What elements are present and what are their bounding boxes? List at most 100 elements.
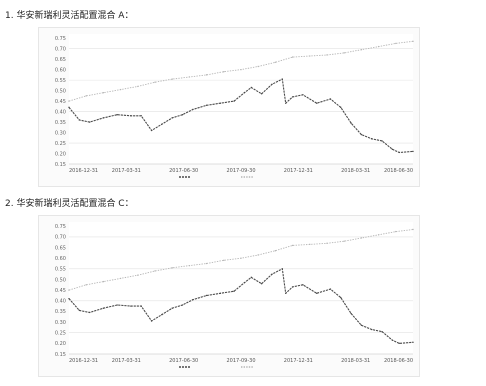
x-tick-label: 2017-12-31 — [284, 358, 313, 364]
y-tick-label: 0.35 — [55, 309, 66, 315]
data-point — [150, 320, 153, 322]
data-point — [250, 276, 253, 279]
data-point — [281, 268, 283, 270]
data-point — [137, 274, 139, 276]
data-point — [291, 244, 294, 247]
data-point — [171, 307, 173, 309]
data-point — [371, 138, 373, 140]
data-point — [343, 240, 345, 242]
y-tick-label: 0.20 — [55, 151, 66, 157]
data-point — [274, 61, 277, 64]
data-point — [274, 250, 277, 252]
chart-svg: 0.75 0.70 0.65 0.60 0.55 0.50 0.45 0.40 0.35 0.30… — [55, 34, 414, 178]
x-tick-label: 2016-12-31 — [69, 358, 98, 364]
data-point — [243, 92, 246, 94]
data-point — [102, 92, 105, 94]
data-point — [291, 286, 294, 288]
data-point — [281, 78, 283, 80]
data-point — [233, 290, 235, 292]
y-tick-label: 0.55 — [55, 78, 66, 84]
data-point — [102, 117, 105, 119]
y-tick-label: 0.30 — [55, 130, 66, 136]
data-point — [223, 71, 225, 73]
y-tick-label: 0.75 — [55, 36, 66, 42]
data-point — [130, 305, 132, 307]
data-point — [381, 140, 383, 142]
data-point — [205, 262, 208, 265]
data-point — [360, 49, 363, 51]
data-point — [171, 267, 173, 269]
x-tick-label: 2017-12-31 — [284, 168, 313, 174]
data-point — [119, 277, 122, 280]
data-point — [205, 294, 208, 297]
data-point — [219, 102, 222, 104]
data-point — [219, 292, 222, 295]
data-point — [371, 328, 373, 331]
data-point — [309, 55, 311, 57]
data-point — [309, 243, 311, 246]
data-point — [171, 117, 173, 119]
y-tick-label: 0.30 — [55, 320, 66, 326]
data-point — [360, 237, 363, 239]
chart-heading-2: 2. 华安新瑞利灵活配置混合 C： — [5, 199, 134, 209]
data-point — [250, 86, 253, 89]
data-point — [343, 52, 345, 54]
plot-area — [69, 34, 413, 164]
data-point — [395, 230, 397, 233]
data-point — [140, 115, 142, 117]
data-point — [302, 94, 304, 96]
data-point — [381, 330, 383, 333]
data-point — [116, 304, 118, 306]
data-point — [88, 311, 91, 314]
y-tick-label: 0.25 — [55, 141, 66, 147]
data-point — [271, 273, 273, 275]
y-tick-label: 0.15 — [55, 162, 66, 168]
y-tick-label: 0.45 — [55, 99, 66, 105]
data-point — [240, 257, 242, 259]
data-point — [233, 100, 235, 102]
data-point — [154, 270, 156, 272]
data-point — [181, 304, 184, 306]
data-point — [257, 254, 259, 256]
data-point — [329, 98, 332, 100]
data-point — [350, 312, 352, 315]
y-tick-label: 0.50 — [55, 277, 66, 283]
y-tick-label: 0.75 — [55, 224, 66, 230]
x-tick-label: 2017-03-31 — [112, 168, 141, 174]
data-point — [140, 305, 142, 307]
x-tick-label: 2018-03-31 — [341, 168, 370, 174]
data-point — [130, 115, 132, 117]
nav-chart-c: 0.75 0.70 0.65 0.60 0.55 0.50 0.45 0.40 0.35 0.30… — [38, 215, 420, 377]
data-point — [192, 108, 194, 111]
x-tick-label: 2016-12-31 — [69, 168, 98, 174]
data-point — [78, 119, 81, 121]
data-point — [192, 299, 194, 301]
data-point — [154, 81, 156, 83]
y-tick-label: 0.15 — [55, 352, 66, 358]
y-tick-label: 0.55 — [55, 267, 66, 273]
nav-chart-a: 0.75 0.70 0.65 0.60 0.55 0.50 0.45 0.40 0.35 0.30… — [38, 27, 420, 187]
data-point — [205, 74, 208, 76]
data-point — [398, 342, 400, 345]
data-point — [391, 339, 394, 341]
y-tick-label: 0.45 — [55, 288, 66, 294]
data-point — [116, 114, 118, 116]
data-point — [68, 289, 70, 291]
data-point — [412, 40, 414, 43]
data-point — [315, 102, 318, 104]
data-point — [329, 288, 332, 290]
data-point — [412, 228, 414, 231]
data-point — [302, 284, 304, 286]
data-point — [102, 280, 105, 283]
chart-heading-1: 1. 华安新瑞利灵活配置混合 A： — [5, 11, 134, 21]
data-point — [395, 42, 397, 45]
data-point — [205, 104, 208, 106]
y-tick-label: 0.20 — [55, 341, 66, 347]
data-point — [171, 78, 173, 80]
y-tick-label: 0.50 — [55, 88, 66, 94]
data-point — [223, 259, 225, 262]
data-point — [188, 264, 191, 267]
data-point — [340, 106, 342, 109]
data-point — [181, 114, 184, 116]
data-point — [360, 324, 363, 326]
